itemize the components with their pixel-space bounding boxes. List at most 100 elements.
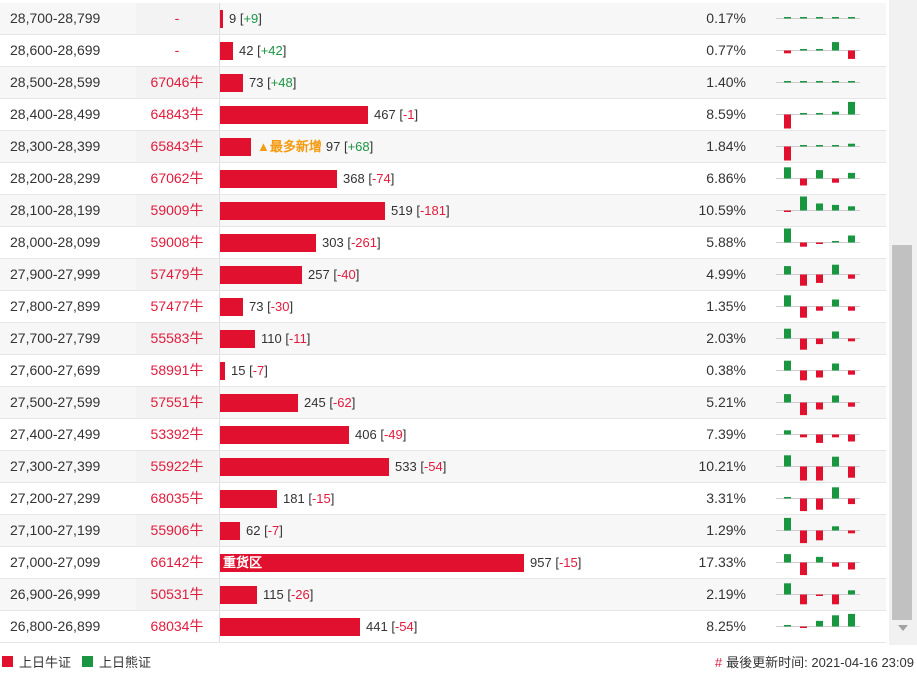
cbbc-code-link[interactable]: 64843牛	[136, 99, 218, 130]
sparkline-bar	[848, 50, 855, 59]
volume-bar[interactable]	[220, 586, 257, 604]
volume-value: 303	[322, 235, 344, 250]
cbbc-code-link[interactable]: 58991牛	[136, 355, 218, 386]
percentage: 6.86%	[706, 170, 746, 186]
sparkline-bar	[832, 456, 839, 467]
percentage: 2.03%	[706, 330, 746, 346]
cbbc-code-link[interactable]: 67062牛	[136, 163, 218, 194]
volume-change: +68	[347, 139, 370, 154]
table-row[interactable]: 28,600-28,699 - 42 [+42] 0.77%	[0, 35, 886, 67]
cbbc-code-link[interactable]: 57477牛	[136, 291, 218, 322]
sparkline-bar	[816, 274, 823, 283]
table-row[interactable]: 28,500-28,599 67046牛 73 [+48] 1.40%	[0, 67, 886, 99]
volume-change: -30	[270, 299, 290, 314]
table-row[interactable]: 28,400-28,499 64843牛 467 [-1] 8.59%	[0, 99, 886, 131]
volume-bar[interactable]	[220, 426, 349, 444]
table-row[interactable]: 27,300-27,399 55922牛 533 [-54] 10.21%	[0, 451, 886, 483]
scrollbar-thumb[interactable]	[892, 245, 912, 620]
table-row[interactable]: 26,800-26,899 68034牛 441 [-54] 8.25%	[0, 611, 886, 643]
sparkline-bar	[832, 81, 839, 83]
volume-text: 181 [-15]	[283, 491, 335, 506]
table-row[interactable]: 27,400-27,499 53392牛 406 [-49] 7.39%	[0, 419, 886, 451]
vertical-scrollbar[interactable]	[889, 0, 917, 645]
volume-bar[interactable]	[220, 234, 316, 252]
cbbc-code-link[interactable]: -	[136, 3, 218, 34]
price-range: 28,300-28,399	[10, 138, 101, 154]
volume-bar[interactable]	[220, 522, 240, 540]
sparkline-bar	[816, 17, 823, 19]
cbbc-code-link[interactable]: 57479牛	[136, 259, 218, 290]
volume-bar[interactable]	[220, 298, 243, 316]
table-row[interactable]: 27,700-27,799 55583牛 110 [-11] 2.03%	[0, 323, 886, 355]
volume-bar[interactable]	[220, 74, 243, 92]
volume-bar[interactable]	[220, 10, 223, 28]
volume-bar[interactable]	[220, 202, 385, 220]
sparkline-bar	[816, 466, 823, 481]
sparkline-bar	[848, 562, 855, 570]
sparkline-bar	[800, 370, 807, 381]
volume-bar-cell: 73 [-30]	[219, 291, 690, 322]
percentage: 1.40%	[706, 74, 746, 90]
cbbc-code-link[interactable]: 59008牛	[136, 227, 218, 258]
table-row[interactable]: 28,700-28,799 -9 [+9] 0.17%	[0, 3, 886, 35]
table-row[interactable]: 26,900-26,999 50531牛 115 [-26] 2.19%	[0, 579, 886, 611]
cbbc-code-link[interactable]: 53392牛	[136, 419, 218, 450]
percentage: 1.35%	[706, 298, 746, 314]
cbbc-code-link[interactable]: -	[136, 35, 218, 66]
sparkline-bar	[800, 498, 807, 512]
volume-value: 115	[263, 587, 284, 602]
volume-bar[interactable]: 重货区	[220, 554, 524, 572]
table-row[interactable]: 28,300-28,399 65843牛 ▲最多新增 97 [+68] 1.84%	[0, 131, 886, 163]
table-row[interactable]: 27,000-27,099 66142牛 重货区 957 [-15] 17.33%	[0, 547, 886, 579]
volume-bar[interactable]	[220, 458, 389, 476]
cbbc-code-link[interactable]: 68034牛	[136, 611, 218, 642]
sparkline-bar	[848, 466, 855, 478]
volume-change: +9	[243, 11, 259, 26]
table-row[interactable]: 27,900-27,999 57479牛 257 [-40] 4.99%	[0, 259, 886, 291]
cbbc-code-link[interactable]: 50531牛	[136, 579, 218, 610]
table-row[interactable]: 27,500-27,599 57551牛 245 [-62] 5.21%	[0, 387, 886, 419]
volume-bar[interactable]	[220, 106, 368, 124]
table-row[interactable]: 27,100-27,199 55906牛 62 [-7] 1.29%	[0, 515, 886, 547]
cbbc-code-link[interactable]: 59009牛	[136, 195, 218, 226]
table-row[interactable]: 28,200-28,299 67062牛 368 [-74] 6.86%	[0, 163, 886, 195]
cbbc-code-link[interactable]: 55906牛	[136, 515, 218, 546]
volume-bar[interactable]	[220, 618, 360, 636]
table-row[interactable]: 27,600-27,699 58991牛 15 [-7] 0.38%	[0, 355, 886, 387]
price-range: 26,800-26,899	[10, 618, 101, 634]
cbbc-code-link[interactable]: 57551牛	[136, 387, 218, 418]
volume-bar[interactable]	[220, 42, 233, 60]
cbbc-code-link[interactable]: 55583牛	[136, 323, 218, 354]
table-row[interactable]: 27,800-27,899 57477牛 73 [-30] 1.35%	[0, 291, 886, 323]
sparkline-chart	[776, 487, 860, 512]
volume-change: -181	[419, 203, 446, 218]
percentage: 10.21%	[698, 458, 746, 474]
cbbc-code-link[interactable]: 68035牛	[136, 483, 218, 514]
sparkline-bar	[832, 395, 839, 403]
volume-bar[interactable]	[220, 266, 302, 284]
volume-bar[interactable]	[220, 490, 277, 508]
sparkline-bar	[800, 562, 807, 576]
volume-change: -11	[288, 331, 307, 346]
table-row[interactable]: 28,100-28,199 59009牛 519 [-181] 10.59%	[0, 195, 886, 227]
sparkline-chart	[776, 17, 860, 19]
sparkline-bar	[848, 81, 855, 83]
cbbc-code-link[interactable]: 65843牛	[136, 131, 218, 162]
cbbc-code-link[interactable]: 66142牛	[136, 547, 218, 578]
scroll-down-icon[interactable]	[898, 625, 908, 631]
table-row[interactable]: 28,000-28,099 59008牛 303 [-261] 5.88%	[0, 227, 886, 259]
table-row[interactable]: 27,200-27,299 68035牛 181 [-15] 3.31%	[0, 483, 886, 515]
volume-bar[interactable]	[220, 170, 337, 188]
volume-value: 245	[304, 395, 326, 410]
sparkline-bar	[800, 49, 807, 51]
cbbc-code-link[interactable]: 67046牛	[136, 67, 218, 98]
volume-bar[interactable]	[220, 138, 251, 156]
volume-bar[interactable]	[220, 330, 255, 348]
volume-bar[interactable]	[220, 362, 225, 380]
volume-bar[interactable]	[220, 394, 298, 412]
volume-value: 42	[239, 43, 254, 58]
cbbc-code-link[interactable]: 55922牛	[136, 451, 218, 482]
sparkline-bar	[848, 434, 855, 442]
sparkline-bar	[816, 530, 823, 541]
sparkline-bar	[816, 434, 823, 443]
